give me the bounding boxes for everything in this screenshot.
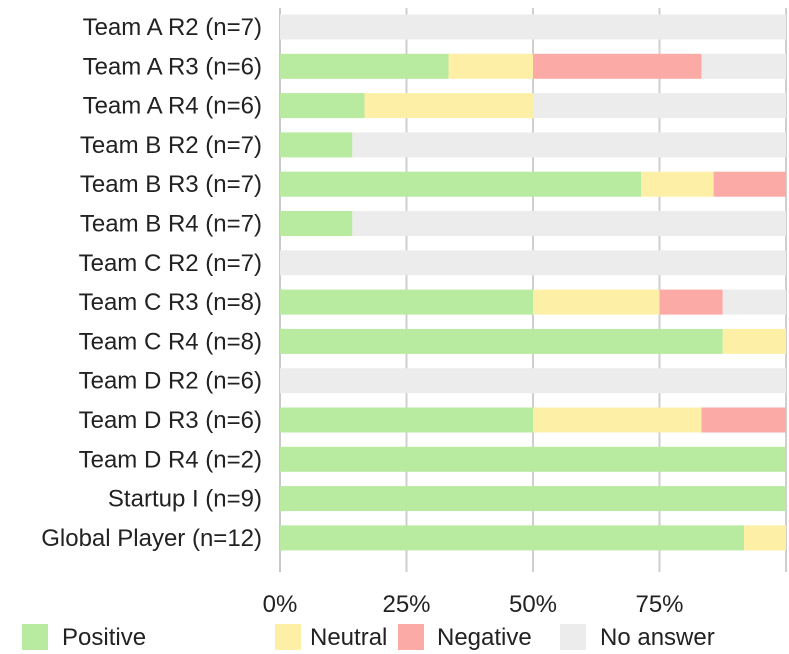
- bar-no-answer-team-a-r2-n-7: [280, 14, 786, 40]
- category-label-team-d-r4-n-2: Team D R4 (n=2): [79, 446, 262, 473]
- category-label-team-b-r2-n-7: Team B R2 (n=7): [80, 132, 262, 159]
- x-tick-label-25: 25%: [382, 591, 430, 618]
- category-label-team-b-r4-n-7: Team B R4 (n=7): [80, 211, 262, 238]
- bar-no-answer-team-b-r2-n-7: [352, 132, 786, 158]
- bar-neutral-global-player-n-12: [744, 525, 786, 551]
- bars: [280, 14, 786, 551]
- bar-positive-team-c-r3-n-8: [280, 289, 533, 315]
- bar-negative-team-b-r3-n-7: [713, 171, 786, 197]
- bar-positive-team-a-r3-n-6: [280, 53, 449, 79]
- bar-neutral-team-a-r4-n-6: [364, 93, 533, 119]
- bar-negative-team-c-r3-n-8: [659, 289, 723, 315]
- category-label-team-c-r4-n-8: Team C R4 (n=8): [79, 328, 262, 355]
- category-label-team-a-r2-n-7: Team A R2 (n=7): [83, 14, 262, 41]
- bar-positive-team-d-r4-n-2: [280, 446, 786, 472]
- legend-label-positive: Positive: [62, 624, 146, 651]
- bar-positive-team-d-r3-n-6: [280, 407, 533, 433]
- bar-positive-team-a-r4-n-6: [280, 93, 365, 119]
- bar-positive-team-b-r2-n-7: [280, 132, 353, 158]
- x-axis-ticks: 0% 25% 50% 75%: [263, 591, 684, 618]
- category-label-team-d-r3-n-6: Team D R3 (n=6): [79, 407, 262, 434]
- legend-swatch-negative: [398, 624, 424, 650]
- category-label-team-c-r2-n-7: Team C R2 (n=7): [79, 250, 262, 277]
- legend-label-negative: Negative: [437, 624, 532, 651]
- legend: Positive Neutral Negative No answer: [22, 624, 715, 651]
- legend-label-no-answer: No answer: [600, 624, 715, 651]
- bar-neutral-team-c-r3-n-8: [533, 289, 660, 315]
- legend-swatch-neutral: [275, 624, 301, 650]
- bar-positive-global-player-n-12: [280, 525, 745, 551]
- category-label-team-a-r4-n-6: Team A R4 (n=6): [83, 93, 262, 120]
- legend-swatch-no-answer: [560, 624, 586, 650]
- bar-no-answer-team-c-r2-n-7: [280, 250, 786, 276]
- bar-neutral-team-d-r3-n-6: [533, 407, 702, 433]
- bar-no-answer-team-c-r3-n-8: [722, 289, 786, 315]
- category-label-global-player-n-12: Global Player (n=12): [41, 525, 262, 552]
- bar-positive-team-b-r4-n-7: [280, 211, 353, 236]
- bar-positive-startup-i-n-9: [280, 486, 786, 512]
- bar-neutral-team-c-r4-n-8: [722, 328, 786, 354]
- bar-negative-team-d-r3-n-6: [701, 407, 786, 433]
- legend-swatch-positive: [22, 624, 48, 650]
- category-label-team-d-r2-n-6: Team D R2 (n=6): [79, 368, 262, 395]
- bar-no-answer-team-a-r3-n-6: [701, 53, 786, 79]
- bar-neutral-team-a-r3-n-6: [448, 53, 533, 79]
- bar-positive-team-b-r3-n-7: [280, 171, 642, 197]
- bar-no-answer-team-a-r4-n-6: [533, 93, 786, 119]
- x-tick-label-0: 0%: [263, 591, 298, 618]
- bar-no-answer-team-d-r2-n-6: [280, 368, 786, 394]
- category-label-startup-i-n-9: Startup I (n=9): [108, 486, 262, 513]
- bar-no-answer-team-b-r4-n-7: [352, 211, 786, 236]
- x-tick-label-50: 50%: [509, 591, 557, 618]
- category-label-team-a-r3-n-6: Team A R3 (n=6): [83, 53, 262, 80]
- bar-neutral-team-b-r3-n-7: [641, 171, 714, 197]
- category-label-team-b-r3-n-7: Team B R3 (n=7): [80, 171, 262, 198]
- category-labels: Team A R2 (n=7) Team A R3 (n=6) Team A R4 …: [41, 14, 262, 552]
- x-tick-label-75: 75%: [635, 591, 683, 618]
- bar-positive-team-c-r4-n-8: [280, 328, 723, 354]
- legend-label-neutral: Neutral: [310, 624, 387, 651]
- bar-negative-team-a-r3-n-6: [533, 53, 702, 79]
- category-label-team-c-r3-n-8: Team C R3 (n=8): [79, 289, 262, 316]
